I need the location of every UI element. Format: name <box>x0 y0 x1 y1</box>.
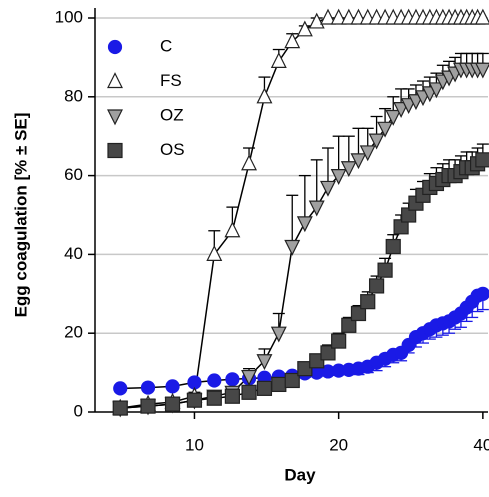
point <box>206 390 222 406</box>
point <box>165 379 180 394</box>
point <box>140 380 156 395</box>
y-tick-label: 20 <box>64 323 83 342</box>
point <box>112 400 128 416</box>
point <box>368 133 385 150</box>
legend-label: OS <box>160 140 185 159</box>
point <box>308 200 325 217</box>
point <box>284 239 301 256</box>
point <box>113 381 128 396</box>
point <box>368 278 385 294</box>
point <box>225 372 240 387</box>
point <box>475 286 489 301</box>
point <box>256 380 273 396</box>
x-axis-title: Day <box>284 465 316 484</box>
legend-marker <box>107 72 123 89</box>
point <box>271 376 287 393</box>
point <box>377 121 394 138</box>
x-tick-label: 40 <box>473 435 489 454</box>
legend-label: C <box>160 36 172 55</box>
point <box>224 221 241 238</box>
legend-marker <box>107 142 123 159</box>
point <box>340 8 357 25</box>
point <box>359 145 376 162</box>
point <box>241 154 258 171</box>
point <box>270 326 287 343</box>
point <box>309 353 325 369</box>
y-tick-label: 60 <box>64 165 83 184</box>
x-tick-label: 10 <box>185 435 204 454</box>
point <box>241 369 258 386</box>
y-tick-label: 80 <box>64 86 83 105</box>
point <box>296 216 313 233</box>
point <box>164 396 181 412</box>
point <box>330 169 347 185</box>
point <box>340 161 357 178</box>
point <box>385 109 402 126</box>
point <box>331 333 347 349</box>
legend-marker <box>107 109 123 126</box>
point <box>297 361 313 377</box>
point <box>241 384 257 400</box>
legend-label: FS <box>160 71 182 90</box>
point <box>475 152 489 168</box>
point <box>474 8 489 25</box>
point <box>256 87 273 104</box>
point <box>270 51 287 68</box>
legend-marker <box>107 39 123 55</box>
y-tick-label: 40 <box>64 244 83 263</box>
point <box>350 305 367 322</box>
y-axis-title: Egg coagulation [% ± SE] <box>11 113 30 318</box>
point <box>206 245 223 261</box>
point <box>320 345 336 361</box>
point <box>393 102 410 118</box>
point <box>256 354 273 371</box>
x-tick-label: 20 <box>329 435 348 454</box>
point <box>320 180 336 197</box>
point <box>284 32 301 49</box>
point <box>186 392 203 408</box>
point <box>284 372 300 389</box>
point <box>330 8 347 25</box>
point <box>224 388 240 404</box>
point <box>140 398 156 414</box>
point <box>428 82 445 99</box>
point <box>207 373 222 388</box>
y-tick-label: 0 <box>74 401 83 420</box>
point <box>341 317 357 333</box>
point <box>320 8 336 25</box>
y-tick-label: 100 <box>55 7 83 26</box>
point <box>296 20 313 37</box>
point <box>385 238 401 255</box>
point <box>360 294 376 310</box>
legend-label: OZ <box>160 105 184 124</box>
point <box>474 62 489 79</box>
point <box>377 262 393 278</box>
point <box>350 153 367 170</box>
